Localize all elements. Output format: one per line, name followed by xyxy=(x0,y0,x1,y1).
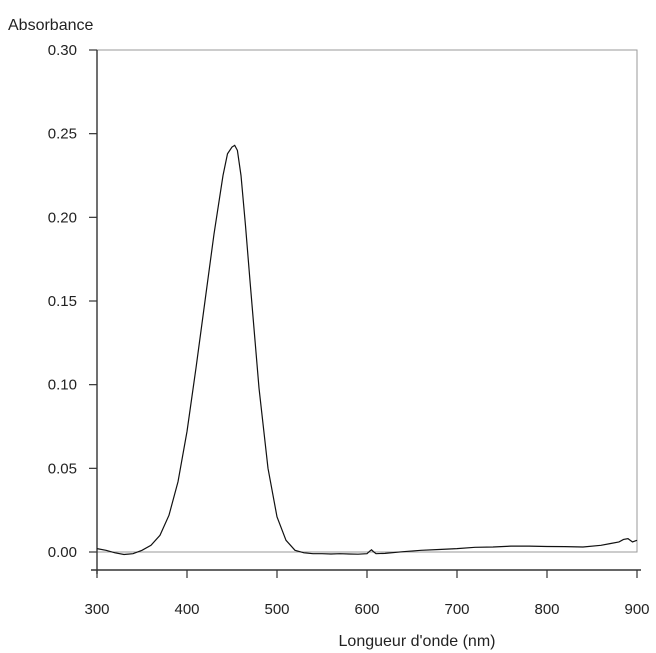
x-tick-label: 600 xyxy=(354,601,379,618)
x-tick-label: 400 xyxy=(174,601,199,618)
x-tick-label: 800 xyxy=(534,601,559,618)
y-tick-label: 0.15 xyxy=(48,293,77,310)
x-tick-label: 500 xyxy=(264,601,289,618)
x-tick-label: 700 xyxy=(444,601,469,618)
y-tick-label: 0.10 xyxy=(48,377,77,394)
plot-frame xyxy=(96,49,638,553)
x-tick-label: 300 xyxy=(84,601,109,618)
y-tick-label: 0.00 xyxy=(48,544,77,561)
x-tick-label: 900 xyxy=(624,601,649,618)
x-axis-title: Longueur d'onde (nm) xyxy=(339,633,496,650)
y-tick-label: 0.30 xyxy=(48,42,77,59)
y-axis-title: Absorbance xyxy=(8,17,93,34)
y-tick-label: 0.25 xyxy=(48,126,77,143)
absorbance-series-line xyxy=(96,144,638,556)
y-tick-label: 0.20 xyxy=(48,209,77,226)
y-tick-label: 0.05 xyxy=(48,460,77,477)
